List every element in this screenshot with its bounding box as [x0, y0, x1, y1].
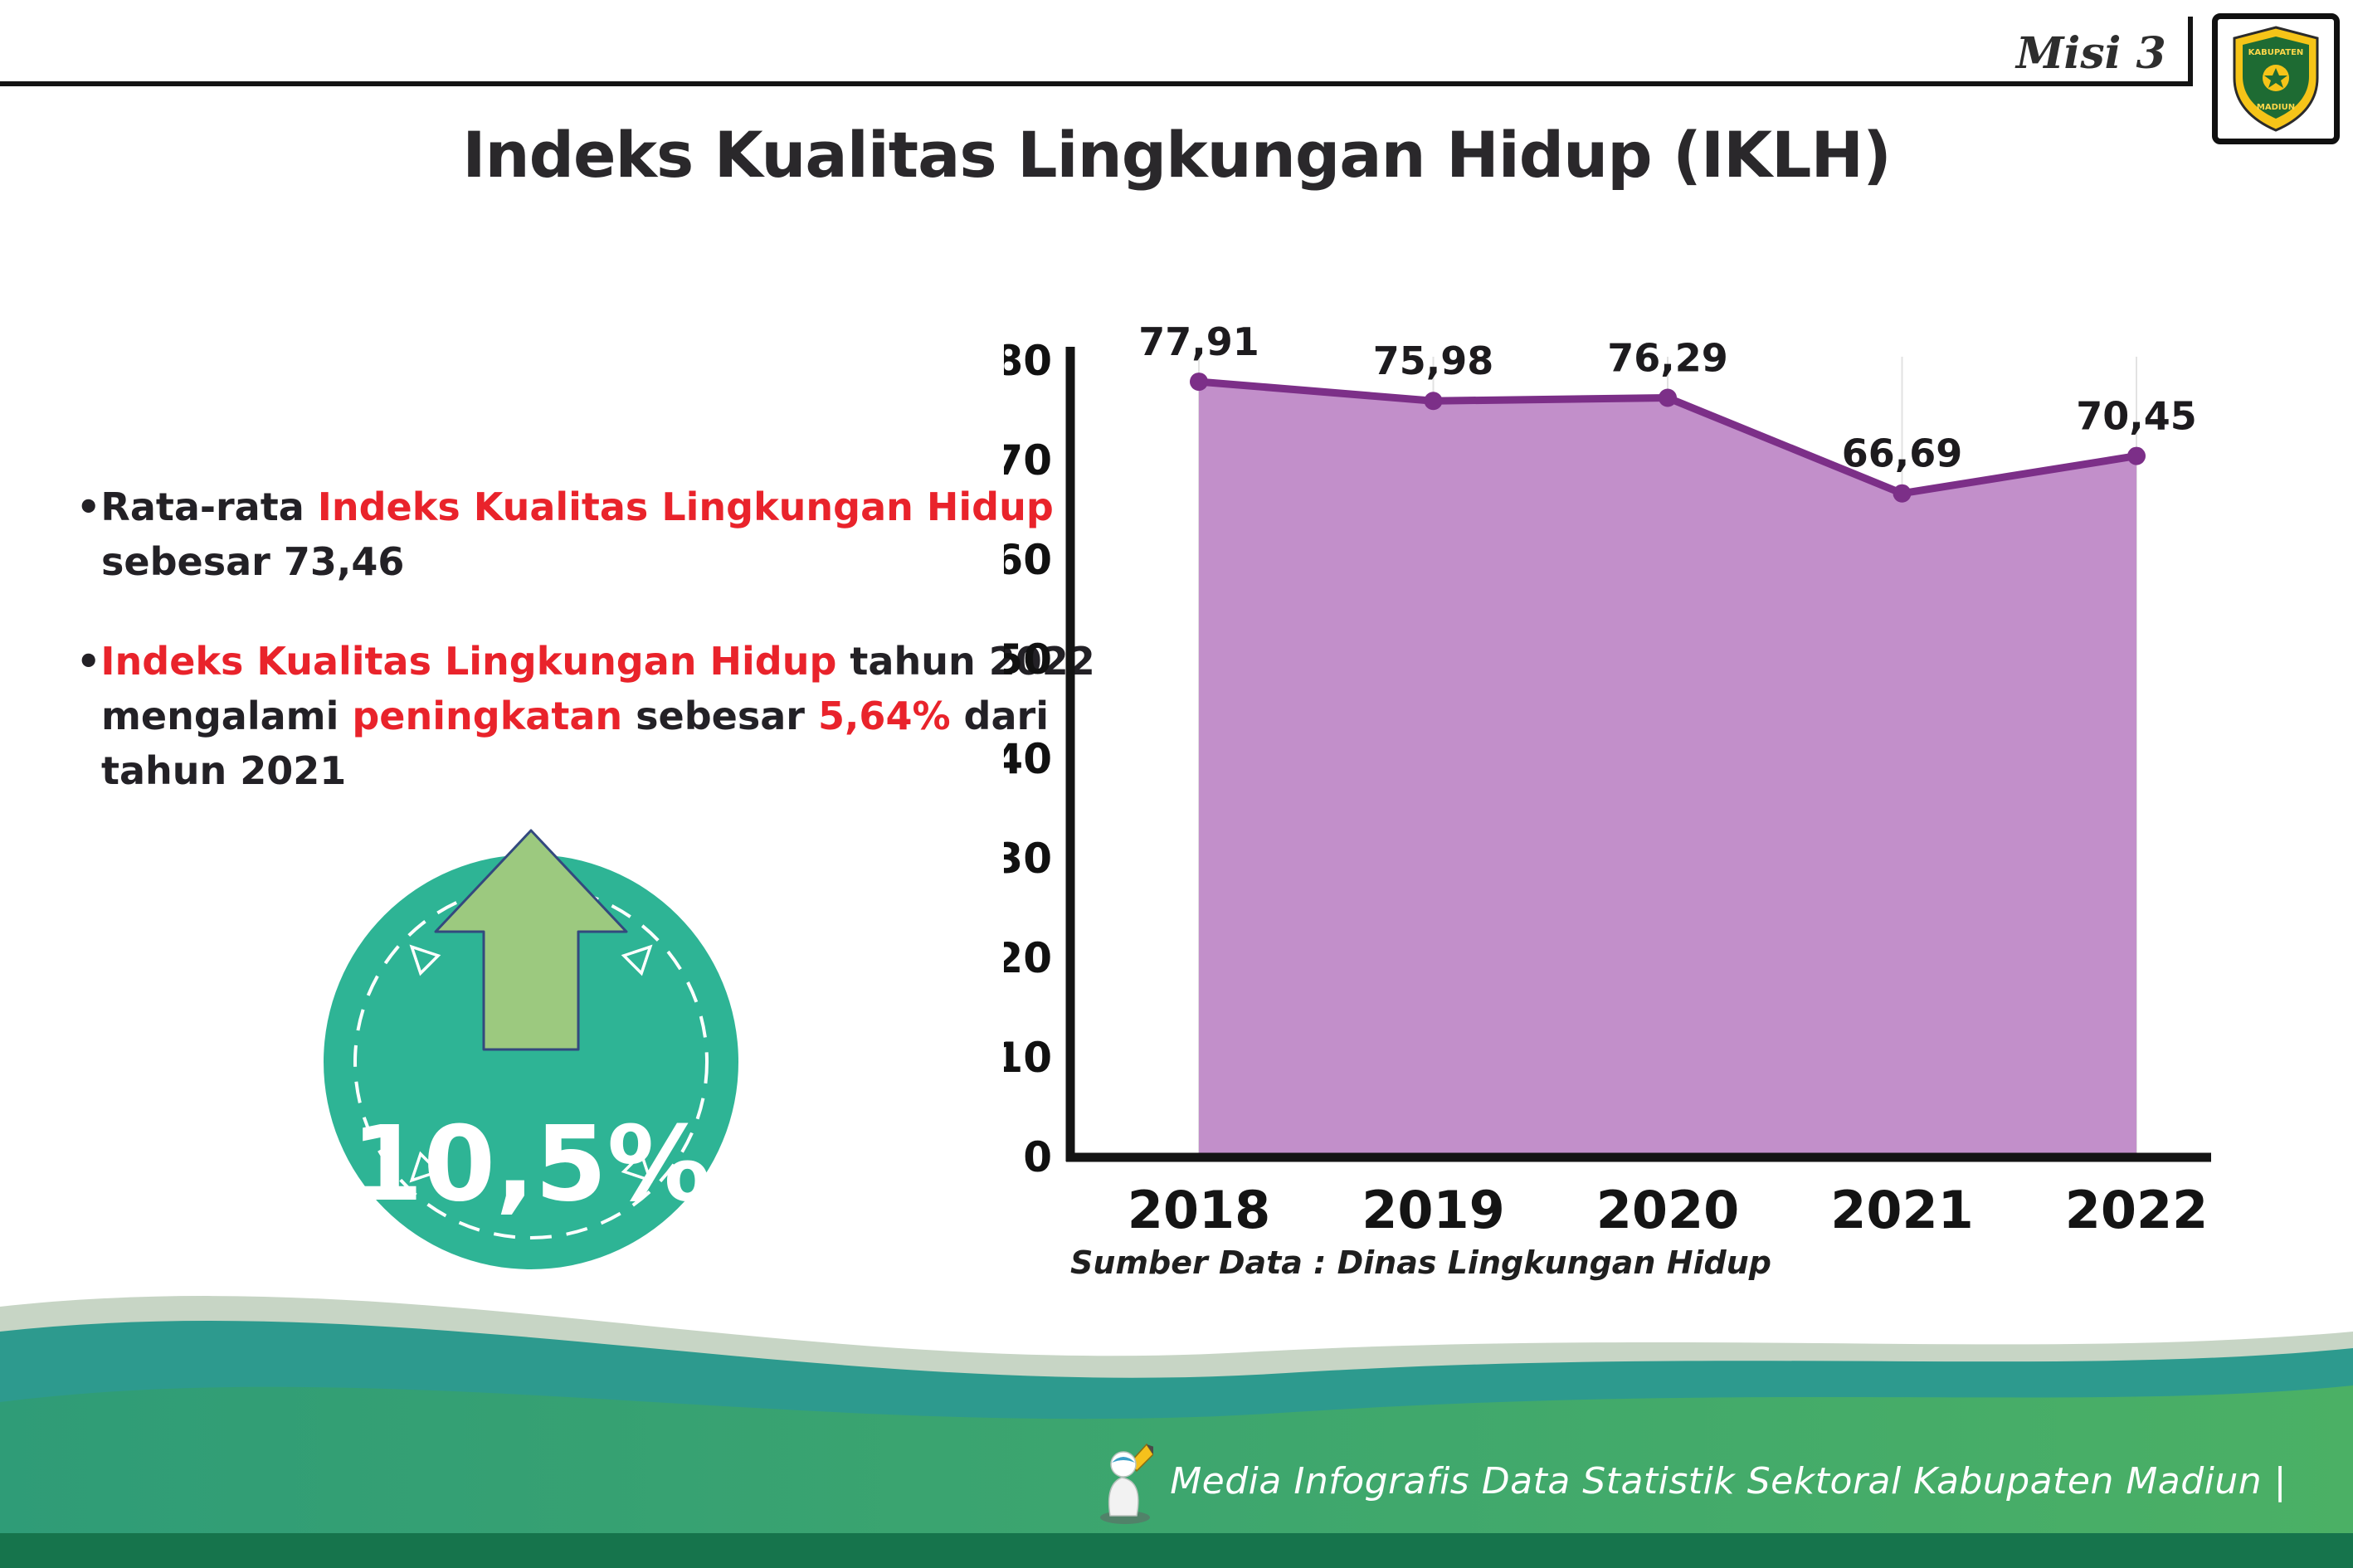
bullet-text: tahun 2021 — [101, 748, 347, 793]
bullet-iklh-increase: •Indeks Kualitas Lingkungan Hidup tahun … — [76, 634, 1113, 798]
increase-badge: 10,5% — [324, 855, 738, 1269]
mascot-cap — [1112, 1457, 1136, 1463]
chart-point — [1659, 388, 1677, 407]
bullet-line: mengalami peningkatan sebesar 5,64% dari — [76, 689, 1113, 743]
chart-point — [1190, 373, 1208, 392]
kabupaten-madiun-logo: KABUPATEN MADIUN — [2212, 13, 2340, 144]
bullet-text-highlight: 5,64% — [817, 694, 951, 738]
page-title: Indeks Kualitas Lingkungan Hidup (IKLH) — [462, 118, 1892, 192]
bullet-line: •Indeks Kualitas Lingkungan Hidup tahun … — [76, 634, 1113, 689]
increase-arrow — [434, 829, 628, 1051]
misi-label: Misi 3 — [2016, 28, 2166, 79]
summary-bullets: •Rata-rata Indeks Kualitas Lingkungan Hi… — [76, 480, 1113, 843]
bullet-text: mengalami — [101, 694, 353, 738]
arrow-up-icon — [434, 829, 628, 1051]
bullet-text-highlight: peningkatan — [352, 694, 623, 738]
footer-bar: Media Infografis Data Statistik Sektoral… — [0, 1431, 2353, 1531]
value-label: 76,29 — [1607, 336, 1728, 381]
chart-point — [1893, 484, 1912, 503]
x-tick-label: 2022 — [2065, 1180, 2209, 1240]
x-tick-label: 2018 — [1128, 1180, 1271, 1240]
x-tick-label: 2020 — [1596, 1180, 1740, 1240]
chart-source-note: Sumber Data : Dinas Lingkungan Hidup — [1070, 1244, 1771, 1281]
footer-bottom-strip — [0, 1533, 2353, 1568]
value-label: 75,98 — [1373, 338, 1494, 383]
header-divider-corner — [2188, 17, 2193, 86]
x-tick-label: 2021 — [1830, 1180, 1974, 1240]
iklh-area-chart: 77,91 75,98 76,29 66,69 70,45 0 10 20 30 40 50 60 70… — [1004, 319, 2211, 1240]
bullet-text: • — [76, 639, 101, 684]
x-tick-label: 2019 — [1362, 1180, 1505, 1240]
y-tick-label: 20 — [1004, 934, 1052, 982]
mascot-body — [1108, 1477, 1139, 1517]
y-tick-label: 50 — [1004, 635, 1052, 684]
y-tick-label: 0 — [1023, 1133, 1052, 1181]
bullet-line: •Rata-rata Indeks Kualitas Lingkungan Hi… — [76, 480, 1113, 534]
bullet-text: sebesar — [622, 694, 818, 738]
bullet-text-highlight: Indeks Kualitas Lingkungan Hidup — [100, 639, 837, 684]
y-tick-label: 80 — [1004, 337, 1052, 385]
triangle-icon — [409, 944, 441, 976]
bullet-text-highlight: Indeks Kualitas Lingkungan Hidup — [317, 485, 1054, 529]
crest-star-icon — [2264, 68, 2287, 88]
y-tick-label: 10 — [1004, 1034, 1052, 1082]
wave-green — [0, 1385, 2353, 1568]
value-label: 77,91 — [1138, 319, 1259, 364]
crest-text-bottom: MADIUN — [2257, 103, 2295, 112]
crest-text-top: KABUPATEN — [2248, 48, 2304, 57]
chart-area — [1199, 382, 2136, 1157]
y-tick-label: 70 — [1004, 436, 1052, 485]
badge-percentage-value: 10,5% — [351, 1104, 711, 1225]
bullet-line: tahun 2021 — [76, 743, 1113, 798]
badge-triangle-decorations — [409, 944, 653, 1183]
value-label: 70,45 — [2076, 394, 2197, 439]
footer-caption: Media Infografis Data Statistik Sektoral… — [1170, 1459, 2287, 1502]
bullet-text: sebesar 73,46 — [101, 539, 405, 584]
triangle-icon — [621, 1151, 653, 1183]
value-label: 66,69 — [1842, 431, 1963, 476]
chart-point — [1424, 392, 1443, 411]
header-divider-line — [0, 81, 2190, 86]
chart-point — [2127, 446, 2146, 465]
badge-dashed-ring — [353, 884, 709, 1239]
bullet-average-iklh: •Rata-rata Indeks Kualitas Lingkungan Hi… — [76, 480, 1113, 589]
bullet-text: tahun 2022 — [836, 639, 1095, 684]
y-tick-label: 30 — [1004, 835, 1052, 883]
bullet-text: dari — [950, 694, 1049, 738]
bullet-text: •Rata-rata — [76, 485, 318, 529]
bullet-line: sebesar 73,46 — [76, 534, 1113, 589]
kabupaten-madiun-crest-icon: KABUPATEN MADIUN — [2233, 26, 2319, 132]
y-tick-label: 60 — [1004, 536, 1052, 584]
badge-circle — [324, 855, 738, 1269]
mascot-head — [1110, 1451, 1137, 1478]
mascot-pencil-tip — [1147, 1444, 1154, 1454]
footer-waves — [0, 1296, 2353, 1568]
triangle-icon — [621, 944, 653, 976]
y-tick-label: 40 — [1004, 735, 1052, 783]
mascot-icon — [1100, 1443, 1154, 1524]
triangle-icon — [409, 1151, 441, 1183]
